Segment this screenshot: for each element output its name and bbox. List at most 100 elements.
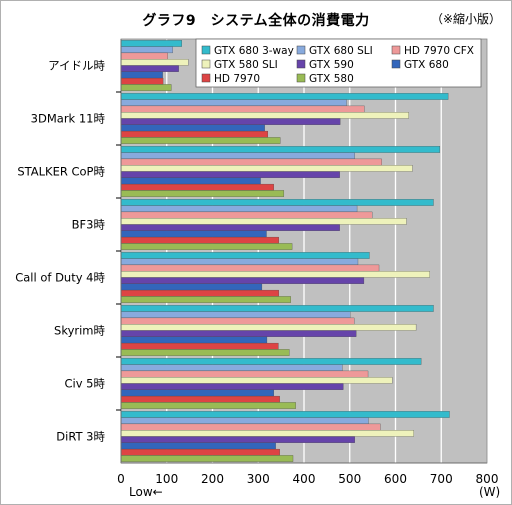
- bar: [120, 152, 355, 160]
- bar: [120, 190, 285, 197]
- legend-entry: HD 7970 CFX: [404, 45, 474, 57]
- category-label: Call of Duty 4時: [15, 271, 105, 285]
- legend-swatch: [201, 45, 211, 55]
- bar: [120, 395, 280, 403]
- bar: [120, 358, 422, 365]
- bar: [120, 205, 358, 213]
- legend-swatch: [201, 59, 211, 69]
- bar: [120, 423, 381, 431]
- category-label: アイドル時: [48, 59, 105, 73]
- x-tick-label: 0: [117, 472, 125, 486]
- direction-label: Low←: [129, 485, 163, 499]
- bar: [120, 124, 265, 132]
- bar: [120, 99, 347, 107]
- bar: [120, 243, 293, 250]
- category-label: 3DMark 11時: [31, 112, 106, 126]
- legend-entry: GTX 680 SLI: [309, 45, 373, 57]
- bar: [120, 77, 164, 85]
- bar: [120, 158, 382, 166]
- bar: [120, 264, 380, 272]
- legend-swatch: [391, 45, 401, 55]
- legend-entry: GTX 580 SLI: [214, 59, 278, 71]
- bar: [120, 59, 189, 66]
- legend-entry: HD 7970: [214, 73, 260, 85]
- bar: [120, 271, 430, 278]
- bar: [120, 183, 274, 191]
- bar: [120, 455, 294, 462]
- bars: [120, 40, 450, 462]
- bar: [120, 118, 341, 125]
- x-tick-label: 300: [247, 472, 270, 486]
- x-tick-label: 700: [430, 472, 453, 486]
- reduced-version-note: （※縮小版）: [430, 12, 501, 26]
- legend-entry: GTX 680: [404, 59, 449, 71]
- bar: [120, 324, 417, 331]
- bar: [120, 93, 449, 100]
- bar: [120, 289, 279, 297]
- x-tick-labels: 0 100 200 300 400 500 600 700 800: [117, 472, 498, 486]
- legend-swatch: [296, 45, 306, 55]
- bar: [120, 40, 182, 47]
- bar: [120, 342, 279, 350]
- bar: [120, 236, 279, 244]
- bar: [120, 224, 340, 231]
- bar: [120, 71, 163, 79]
- bar: [120, 258, 359, 266]
- bar: [120, 402, 296, 409]
- bar: [120, 65, 179, 72]
- bar: [120, 130, 269, 138]
- bar: [120, 46, 173, 54]
- bar: [120, 296, 291, 303]
- bar: [120, 171, 340, 178]
- bar: [120, 105, 365, 113]
- bar: [120, 137, 281, 144]
- bar: [120, 218, 407, 225]
- bar: [120, 84, 172, 91]
- bar: [120, 330, 357, 337]
- bar: [120, 52, 168, 60]
- legend-swatch: [201, 73, 211, 83]
- category-label: BF3時: [72, 218, 106, 232]
- bar: [120, 165, 413, 172]
- bar: [120, 448, 280, 456]
- chart-title: グラフ9 システム全体の消費電力: [142, 13, 370, 29]
- bar: [120, 283, 263, 291]
- legend-entry: GTX 580: [309, 73, 354, 85]
- category-label: DiRT 3時: [56, 430, 105, 444]
- bar: [120, 430, 414, 437]
- bar: [120, 411, 450, 418]
- legend-swatch: [391, 59, 401, 69]
- bar: [120, 305, 434, 312]
- bar: [120, 112, 409, 119]
- legend-entry: GTX 590: [309, 59, 354, 71]
- category-label: Civ 5時: [64, 377, 105, 391]
- bar: [120, 177, 261, 185]
- bar: [120, 146, 441, 153]
- x-tick-label: 200: [201, 472, 224, 486]
- legend-box: [195, 38, 482, 88]
- bar: [120, 317, 355, 325]
- bar: [120, 389, 274, 397]
- bar: [120, 383, 344, 390]
- x-tick-label: 600: [384, 472, 407, 486]
- legend: GTX 680 3-way GTX 680 SLI HD 7970 CFX GTX 5…: [195, 38, 482, 88]
- bar: [120, 442, 276, 450]
- bar: [120, 417, 369, 425]
- bar: [120, 277, 365, 284]
- x-tick-label: 100: [155, 472, 178, 486]
- category-label: Skyrim時: [54, 324, 105, 338]
- bar: [120, 436, 355, 443]
- bar: [120, 336, 268, 344]
- legend-swatch: [296, 59, 306, 69]
- bar: [120, 370, 369, 378]
- x-tick-label: 500: [338, 472, 361, 486]
- x-tick-label: 800: [476, 472, 499, 486]
- legend-swatch: [296, 73, 306, 83]
- bar: [120, 377, 393, 384]
- bar: [120, 230, 267, 238]
- x-tick-label: 400: [293, 472, 316, 486]
- bar: [120, 199, 434, 206]
- bar: [120, 311, 351, 319]
